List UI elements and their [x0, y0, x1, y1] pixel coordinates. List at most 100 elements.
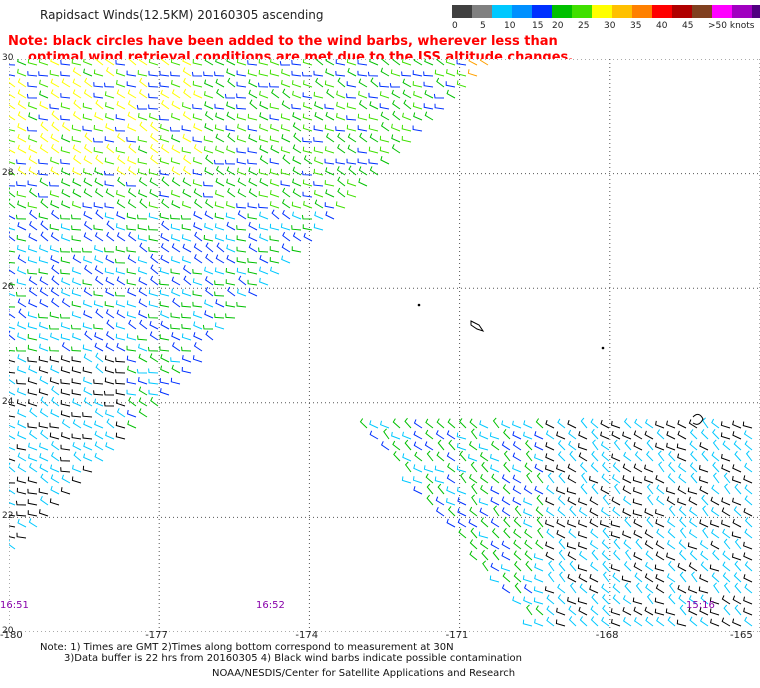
- wind-barb: [514, 582, 522, 594]
- wind-barb: [214, 267, 225, 275]
- wind-barb: [159, 135, 170, 143]
- wind-barb: [324, 103, 335, 110]
- wind-barb: [545, 497, 555, 506]
- wind-barb: [17, 387, 27, 396]
- wind-barb: [559, 571, 566, 583]
- wind-barb: [633, 606, 643, 616]
- wind-barb: [743, 607, 753, 616]
- wind-barb: [39, 298, 49, 308]
- wind-barb: [51, 264, 60, 275]
- wind-barb: [159, 81, 170, 88]
- wind-barb: [669, 582, 676, 594]
- wind-barb: [51, 396, 60, 407]
- wind-barb: [445, 69, 456, 77]
- wind-barb: [655, 540, 665, 550]
- wind-barb: [60, 214, 71, 220]
- wind-barb: [600, 431, 610, 440]
- wind-barb: [646, 483, 654, 495]
- wind-barb: [478, 443, 489, 451]
- wind-barb: [469, 539, 478, 550]
- wind-barb: [456, 486, 467, 495]
- wind-barb: [479, 539, 489, 550]
- wind-barb: [302, 224, 313, 231]
- wind-barb: [690, 451, 698, 462]
- wind-barb: [424, 441, 434, 451]
- wind-barb: [676, 619, 687, 627]
- wind-barb: [127, 187, 137, 198]
- wind-barb: [567, 420, 577, 429]
- wind-barb: [568, 528, 577, 539]
- wind-barb: [589, 573, 599, 583]
- wind-barb: [82, 102, 93, 110]
- wind-barb: [677, 453, 687, 462]
- wind-barb: [602, 594, 610, 605]
- wind-barb: [654, 564, 665, 572]
- wind-barb: [148, 70, 159, 77]
- wind-barb: [645, 616, 654, 627]
- wind-barb: [281, 243, 291, 253]
- wind-barb: [292, 232, 302, 242]
- wind-barb: [29, 209, 38, 220]
- wind-barb: [183, 88, 192, 99]
- wind-barb: [236, 158, 247, 165]
- wind-barb: [567, 496, 577, 506]
- scale-swatch: [712, 5, 732, 18]
- wind-barb: [127, 199, 137, 209]
- wind-barb: [193, 144, 203, 154]
- wind-barb: [95, 99, 104, 110]
- wind-barb: [148, 289, 159, 297]
- wind-barb: [17, 332, 27, 341]
- wind-barb: [602, 462, 610, 473]
- wind-barb: [493, 505, 500, 517]
- wind-barb: [514, 505, 522, 517]
- wind-barb: [17, 298, 27, 308]
- wind-barb: [104, 157, 115, 165]
- wind-barb: [39, 276, 49, 286]
- wind-barb: [115, 223, 126, 231]
- wind-barb: [9, 187, 16, 198]
- wind-barb: [27, 333, 38, 341]
- wind-barb: [720, 432, 731, 440]
- wind-barb: [37, 192, 49, 198]
- wind-barb: [301, 214, 313, 220]
- credit-line: NOAA/NESDIS/Center for Satellite Applica…: [212, 668, 516, 679]
- wind-barb: [116, 408, 126, 418]
- scale-swatch: [512, 5, 532, 18]
- wind-barb: [127, 420, 137, 429]
- wind-barb: [335, 59, 346, 66]
- wind-barb: [72, 398, 82, 407]
- wind-barb: [192, 113, 203, 121]
- wind-barb: [656, 429, 665, 440]
- wind-barb: [17, 133, 27, 143]
- wind-barb: [204, 101, 214, 110]
- wind-barb: [445, 81, 456, 88]
- latitude-label: 26: [2, 282, 14, 293]
- wind-barb: [732, 518, 742, 528]
- wind-barb: [17, 354, 27, 363]
- wind-barb: [17, 100, 27, 110]
- wind-barb: [545, 519, 555, 528]
- wind-barb: [192, 157, 203, 165]
- wind-barb: [159, 334, 170, 341]
- wind-barb: [39, 90, 49, 99]
- wind-barb: [610, 531, 621, 539]
- wind-barb: [94, 255, 104, 264]
- wind-barb: [392, 59, 401, 66]
- wind-barb: [611, 496, 621, 506]
- wind-barb: [205, 198, 214, 209]
- wind-barb: [313, 146, 324, 154]
- wind-barb: [688, 496, 698, 506]
- wind-barb: [337, 176, 346, 187]
- wind-barb: [512, 452, 522, 462]
- wind-barb: [302, 59, 313, 66]
- wind-barb: [182, 188, 192, 198]
- wind-barb: [139, 242, 148, 253]
- wind-barb: [29, 187, 38, 198]
- wind-barb: [744, 528, 753, 539]
- wind-barb: [357, 113, 368, 121]
- wind-barb: [193, 254, 203, 264]
- wind-barb: [83, 188, 93, 198]
- wind-barb: [644, 508, 654, 517]
- wind-barb: [489, 432, 500, 440]
- wind-barb: [82, 344, 93, 352]
